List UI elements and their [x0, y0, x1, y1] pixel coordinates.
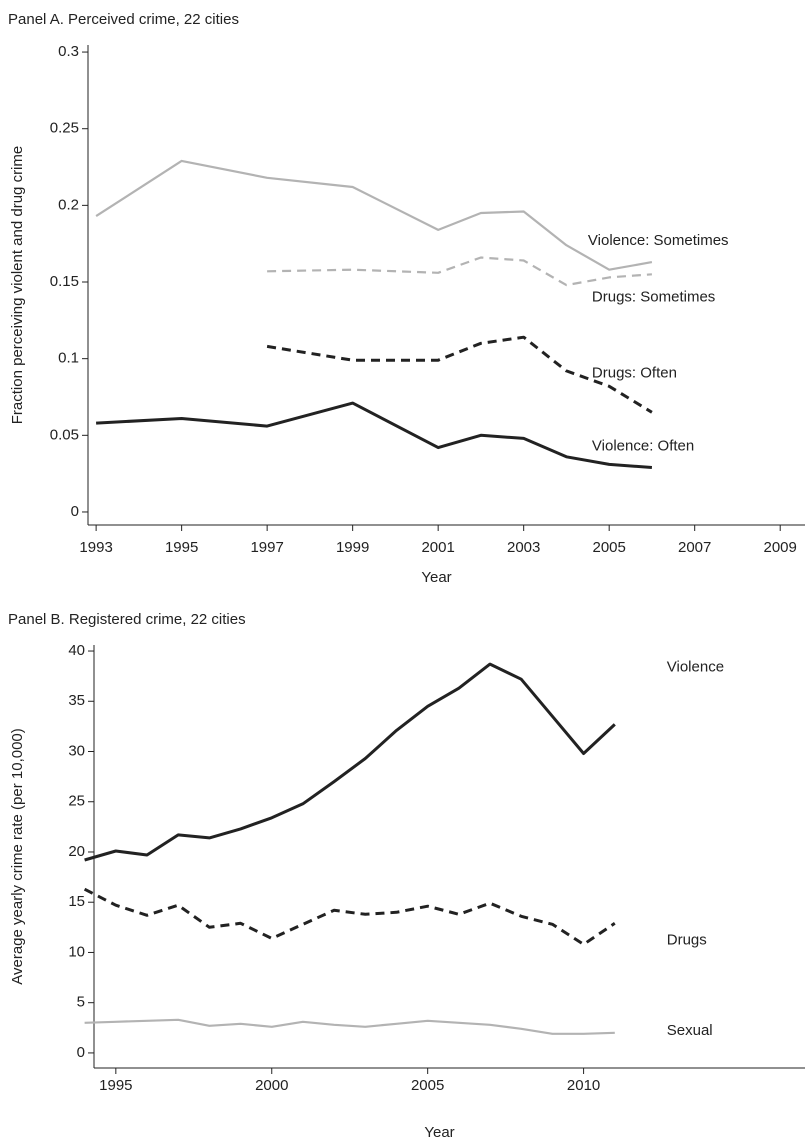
y-tick-label: 0 [77, 1044, 85, 1061]
x-tick-label: 1995 [99, 1077, 132, 1094]
x-tick-label: 1999 [336, 539, 369, 556]
y-tick-label: 40 [68, 642, 85, 659]
y-tick-label: 0 [71, 503, 79, 520]
y-tick-label: 0.25 [50, 120, 79, 137]
x-tick-label: 2000 [255, 1077, 288, 1094]
chart-title: Panel A. Perceived crime, 22 cities [8, 11, 239, 28]
y-tick-label: 35 [68, 692, 85, 709]
x-axis-label: Year [424, 1124, 454, 1141]
y-axis-label: Fraction perceiving violent and drug cri… [9, 146, 26, 424]
series-line [84, 662, 616, 862]
series-line [84, 1018, 615, 1035]
x-tick-label: 2001 [421, 539, 454, 556]
x-tick-label: 2007 [678, 539, 711, 556]
chart-title: Panel B. Registered crime, 22 cities [8, 611, 246, 628]
x-tick-label: 2003 [507, 539, 540, 556]
x-tick-label: 2005 [411, 1077, 444, 1094]
y-tick-label: 25 [68, 793, 85, 810]
x-tick-label: 2005 [592, 539, 625, 556]
y-tick-label: 0.05 [50, 426, 79, 443]
y-tick-label: 30 [68, 742, 85, 759]
series-label: Drugs: Often [592, 364, 677, 381]
y-tick-label: 15 [68, 893, 85, 910]
series-label: Violence [667, 658, 724, 675]
series-label: Drugs: Sometimes [592, 288, 715, 305]
y-tick-label: 10 [68, 943, 85, 960]
y-tick-label: 0.1 [58, 350, 79, 367]
x-axis-label: Year [421, 569, 451, 586]
x-tick-label: 1993 [79, 539, 112, 556]
y-tick-label: 0.15 [50, 273, 79, 290]
series-line [96, 401, 653, 469]
y-tick-label: 0.3 [58, 43, 79, 60]
y-tick-label: 5 [77, 994, 85, 1011]
series-label: Sexual [667, 1022, 713, 1039]
series-line [266, 335, 653, 414]
series-line [95, 159, 653, 271]
x-tick-label: 1995 [165, 539, 198, 556]
series-label: Violence: Often [592, 437, 694, 454]
series-label: Drugs [667, 931, 707, 948]
y-axis-label: Average yearly crime rate (per 10,000) [9, 728, 26, 985]
y-tick-label: 0.2 [58, 196, 79, 213]
series-label: Violence: Sometimes [588, 232, 729, 249]
series-line [83, 887, 616, 946]
x-tick-label: 2009 [764, 539, 797, 556]
x-tick-label: 2010 [567, 1077, 600, 1094]
y-tick-label: 20 [68, 843, 85, 860]
x-tick-label: 1997 [250, 539, 283, 556]
